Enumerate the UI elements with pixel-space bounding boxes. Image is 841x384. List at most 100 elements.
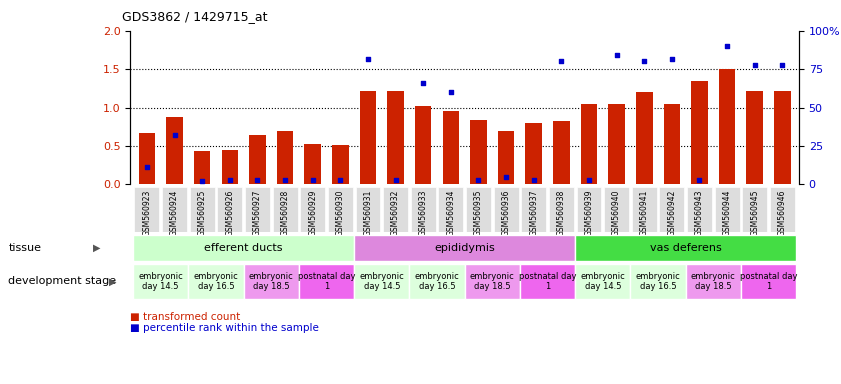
Bar [360, 91, 376, 184]
Point [665, 56, 679, 62]
Bar [221, 150, 238, 184]
Point [168, 132, 182, 138]
Text: GSM560939: GSM560939 [584, 190, 594, 237]
Bar [741, 264, 796, 299]
Text: GSM560928: GSM560928 [281, 190, 289, 236]
Point [389, 177, 402, 184]
Text: postnatal day
1: postnatal day 1 [519, 271, 576, 291]
Point [251, 177, 264, 184]
Bar [659, 187, 685, 232]
Bar [577, 187, 601, 232]
Bar [438, 187, 463, 232]
Bar [575, 235, 796, 261]
Text: GSM560934: GSM560934 [447, 190, 455, 237]
Text: embryonic
day 18.5: embryonic day 18.5 [470, 271, 515, 291]
Text: GSM560937: GSM560937 [529, 190, 538, 237]
Text: vas deferens: vas deferens [650, 243, 722, 253]
Text: GSM560944: GSM560944 [722, 190, 732, 237]
Bar [415, 106, 431, 184]
Bar [300, 187, 325, 232]
Point [416, 80, 430, 86]
Text: embryonic
day 16.5: embryonic day 16.5 [415, 271, 459, 291]
Bar [604, 187, 629, 232]
Bar [410, 264, 464, 299]
Bar [580, 104, 597, 184]
Bar [332, 145, 349, 184]
Bar [304, 144, 321, 184]
Bar [464, 264, 520, 299]
Text: embryonic
day 16.5: embryonic day 16.5 [193, 271, 238, 291]
Text: GSM560938: GSM560938 [557, 190, 566, 236]
Bar [520, 264, 575, 299]
Bar [299, 264, 354, 299]
Bar [631, 264, 685, 299]
Bar [747, 91, 763, 184]
Bar [356, 187, 380, 232]
Bar [719, 69, 735, 184]
Text: efferent ducts: efferent ducts [204, 243, 283, 253]
Text: GSM560945: GSM560945 [750, 190, 759, 237]
Text: embryonic
day 16.5: embryonic day 16.5 [636, 271, 680, 291]
Point [693, 177, 706, 184]
Text: GSM560933: GSM560933 [419, 190, 428, 237]
Bar [470, 120, 487, 184]
Text: postnatal day
1: postnatal day 1 [740, 271, 797, 291]
Bar [272, 187, 298, 232]
Point [610, 52, 623, 58]
Text: tissue: tissue [8, 243, 41, 253]
Bar [608, 104, 625, 184]
Bar [553, 121, 569, 184]
Bar [249, 135, 266, 184]
Bar [575, 264, 631, 299]
Point [527, 177, 541, 184]
Bar [521, 187, 546, 232]
Bar [354, 235, 575, 261]
Bar [328, 187, 352, 232]
Text: GSM560936: GSM560936 [501, 190, 510, 237]
Bar [245, 187, 270, 232]
Point [278, 177, 292, 183]
Bar [494, 187, 519, 232]
Text: postnatal day
1: postnatal day 1 [298, 271, 355, 291]
Bar [135, 187, 159, 232]
Point [775, 62, 789, 68]
Text: ▶: ▶ [93, 243, 100, 253]
Text: ▶: ▶ [109, 276, 117, 286]
Text: GSM560930: GSM560930 [336, 190, 345, 237]
Point [472, 177, 485, 184]
Point [334, 177, 347, 184]
Bar [388, 91, 404, 184]
Bar [244, 264, 299, 299]
Bar [770, 187, 795, 232]
Text: GSM560924: GSM560924 [170, 190, 179, 236]
Text: embryonic
day 14.5: embryonic day 14.5 [139, 271, 183, 291]
Text: embryonic
day 18.5: embryonic day 18.5 [249, 271, 294, 291]
Text: GSM560926: GSM560926 [225, 190, 235, 236]
Text: epididymis: epididymis [434, 243, 495, 253]
Bar [277, 131, 294, 184]
Bar [466, 187, 491, 232]
Bar [664, 104, 680, 184]
Text: GSM560927: GSM560927 [253, 190, 262, 236]
Text: GSM560940: GSM560940 [612, 190, 621, 237]
Bar [162, 187, 187, 232]
Point [554, 58, 568, 65]
Bar [636, 92, 653, 184]
Point [444, 89, 458, 95]
Bar [217, 187, 242, 232]
Bar [410, 187, 436, 232]
Point [500, 174, 513, 180]
Bar [549, 187, 574, 232]
Bar [167, 117, 182, 184]
Text: GSM560941: GSM560941 [640, 190, 648, 236]
Point [306, 177, 320, 184]
Text: embryonic
day 14.5: embryonic day 14.5 [580, 271, 625, 291]
Text: embryonic
day 14.5: embryonic day 14.5 [359, 271, 405, 291]
Bar [743, 187, 767, 232]
Point [140, 164, 154, 170]
Point [195, 178, 209, 184]
Bar [188, 264, 244, 299]
Bar [133, 264, 188, 299]
Text: development stage: development stage [8, 276, 117, 286]
Bar [354, 264, 410, 299]
